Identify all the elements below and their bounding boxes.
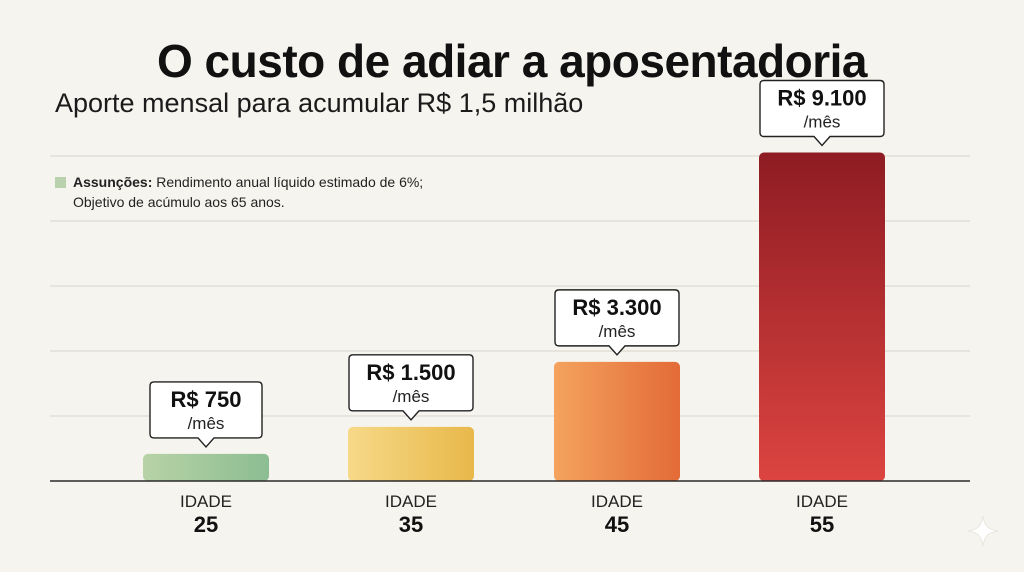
value-unit-label: /mês bbox=[599, 322, 636, 341]
page-title: O custo de adiar a aposentadoria bbox=[157, 35, 867, 87]
page-subtitle: Aporte mensal para acumular R$ 1,5 milhã… bbox=[55, 88, 584, 118]
x-label-prefix: IDADE bbox=[796, 492, 848, 511]
value-unit-label: /mês bbox=[804, 112, 841, 131]
x-label-prefix: IDADE bbox=[180, 492, 232, 511]
value-callout bbox=[554, 289, 680, 356]
assumptions-label: Assunções: bbox=[73, 174, 153, 190]
x-tick-label: 35 bbox=[399, 512, 423, 537]
value-callout bbox=[149, 381, 263, 448]
value-label: R$ 9.100 bbox=[777, 85, 866, 110]
assumptions-line2: Objetivo de acúmulo aos 65 anos. bbox=[73, 194, 285, 210]
x-tick-label: 55 bbox=[810, 512, 834, 537]
value-callout bbox=[759, 79, 885, 147]
assumptions-note: Assunções: Rendimento anual líquido esti… bbox=[55, 172, 423, 212]
sparkle-icon bbox=[967, 515, 999, 547]
bar-idade-25 bbox=[143, 453, 269, 481]
x-label-prefix: IDADE bbox=[385, 492, 437, 511]
x-tick-label: 25 bbox=[194, 512, 218, 537]
x-tick-label: 45 bbox=[605, 512, 629, 537]
value-unit-label: /mês bbox=[393, 387, 430, 406]
value-unit-label: /mês bbox=[188, 414, 225, 433]
value-callout bbox=[348, 354, 474, 421]
value-label: R$ 750 bbox=[171, 387, 242, 412]
bar-idade-45 bbox=[554, 361, 680, 481]
bar-idade-55 bbox=[759, 152, 885, 482]
x-label-prefix: IDADE bbox=[591, 492, 643, 511]
assumptions-line1: Rendimento anual líquido estimado de 6%; bbox=[156, 174, 424, 190]
assumptions-swatch bbox=[55, 177, 66, 188]
bar-idade-35 bbox=[348, 426, 474, 481]
value-label: R$ 1.500 bbox=[366, 360, 455, 385]
chart-callouts: R$ 750/mês R$ 1.500/mês R$ 3.300/mês R$ 9.1… bbox=[149, 79, 885, 448]
chart-bars bbox=[50, 152, 970, 482]
value-label: R$ 3.300 bbox=[572, 295, 661, 320]
